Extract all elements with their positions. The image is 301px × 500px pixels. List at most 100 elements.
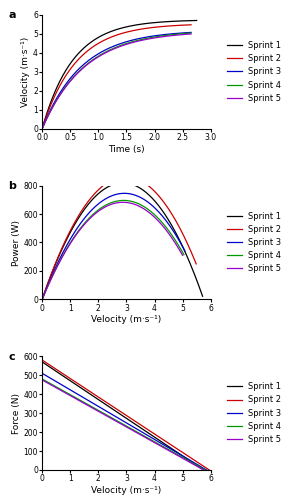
Sprint 1 — [188, 258, 191, 264]
Sprint 3 — [141, 430, 144, 436]
Sprint 3 — [175, 30, 179, 36]
Sprint 5 — [41, 377, 45, 383]
Sprint 5 — [189, 31, 193, 37]
Sprint 4 — [122, 198, 126, 203]
Sprint 5 — [202, 467, 206, 473]
Sprint 5 — [41, 296, 44, 302]
Sprint 4 — [140, 432, 144, 438]
Sprint 4 — [41, 376, 45, 382]
Sprint 3 — [163, 216, 166, 222]
Line: Sprint 4: Sprint 4 — [42, 33, 191, 128]
Sprint 5 — [177, 246, 181, 252]
Sprint 2 — [192, 256, 196, 262]
Sprint 3 — [205, 467, 208, 473]
Sprint 4 — [129, 40, 132, 46]
Sprint 5 — [40, 126, 44, 132]
Sprint 1 — [135, 22, 138, 28]
Line: Sprint 4: Sprint 4 — [42, 379, 205, 470]
Line: Sprint 5: Sprint 5 — [42, 34, 191, 128]
Sprint 4 — [129, 39, 132, 45]
Sprint 4 — [188, 458, 192, 464]
Sprint 1 — [195, 18, 198, 24]
Sprint 5 — [159, 220, 162, 226]
Sprint 2 — [132, 28, 135, 34]
Sprint 3 — [41, 296, 44, 302]
Line: Sprint 3: Sprint 3 — [42, 194, 185, 299]
Sprint 4 — [175, 31, 179, 37]
Sprint 4 — [189, 30, 193, 36]
Sprint 2 — [41, 358, 45, 364]
X-axis label: Velocity (m·s⁻¹): Velocity (m·s⁻¹) — [91, 486, 162, 495]
Sprint 1 — [41, 296, 44, 302]
Sprint 5 — [41, 124, 45, 130]
Sprint 2 — [177, 224, 181, 230]
Sprint 5 — [136, 430, 140, 436]
Sprint 2 — [182, 233, 186, 239]
Sprint 2 — [41, 124, 45, 130]
Line: Sprint 1: Sprint 1 — [42, 362, 204, 470]
Text: b: b — [8, 181, 16, 191]
Sprint 4 — [166, 32, 169, 38]
Sprint 3 — [41, 124, 45, 130]
Sprint 2 — [129, 28, 132, 34]
Sprint 3 — [41, 370, 45, 376]
Sprint 1 — [191, 268, 195, 274]
Line: Sprint 5: Sprint 5 — [42, 202, 183, 299]
Sprint 5 — [167, 232, 171, 237]
Sprint 2 — [194, 260, 198, 266]
Sprint 3 — [166, 31, 169, 37]
Sprint 4 — [137, 430, 141, 436]
Sprint 1 — [132, 22, 135, 28]
Sprint 3 — [168, 222, 171, 228]
Sprint 5 — [166, 33, 169, 39]
Sprint 5 — [136, 430, 140, 436]
Sprint 5 — [129, 40, 132, 46]
Sprint 3 — [180, 242, 184, 248]
Line: Sprint 5: Sprint 5 — [42, 380, 204, 470]
Legend: Sprint 1, Sprint 2, Sprint 3, Sprint 4, Sprint 5: Sprint 1, Sprint 2, Sprint 3, Sprint 4, … — [223, 38, 285, 106]
Text: a: a — [8, 10, 16, 20]
Sprint 1 — [136, 423, 140, 429]
Sprint 5 — [175, 32, 179, 38]
Sprint 3 — [179, 452, 182, 458]
Sprint 1 — [41, 360, 45, 366]
Sprint 1 — [40, 126, 44, 132]
Sprint 2 — [139, 422, 143, 428]
Sprint 2 — [181, 450, 185, 456]
Sprint 4 — [40, 376, 44, 382]
Line: Sprint 2: Sprint 2 — [42, 176, 196, 298]
Y-axis label: Velocity (m·s⁻¹): Velocity (m·s⁻¹) — [21, 37, 30, 107]
Sprint 1 — [201, 293, 204, 299]
Sprint 4 — [169, 230, 172, 236]
Sprint 2 — [129, 28, 132, 34]
Sprint 1 — [139, 425, 143, 431]
Sprint 4 — [203, 467, 207, 473]
Sprint 4 — [41, 296, 44, 302]
Sprint 5 — [121, 200, 125, 205]
Sprint 1 — [187, 258, 191, 264]
Sprint 1 — [201, 294, 204, 300]
Sprint 5 — [180, 252, 184, 258]
Sprint 3 — [171, 228, 175, 234]
Y-axis label: Force (N): Force (N) — [11, 392, 20, 434]
Sprint 2 — [40, 357, 44, 363]
Sprint 1 — [41, 124, 45, 130]
Sprint 2 — [207, 467, 211, 473]
Sprint 2 — [178, 224, 182, 230]
Sprint 1 — [171, 18, 174, 24]
Sprint 1 — [132, 22, 136, 28]
Sprint 5 — [139, 432, 143, 438]
X-axis label: Velocity (m·s⁻¹): Velocity (m·s⁻¹) — [91, 316, 162, 324]
Line: Sprint 3: Sprint 3 — [42, 374, 206, 470]
Sprint 4 — [178, 452, 181, 458]
Sprint 2 — [185, 240, 189, 246]
Sprint 5 — [132, 40, 135, 46]
Legend: Sprint 1, Sprint 2, Sprint 3, Sprint 4, Sprint 5: Sprint 1, Sprint 2, Sprint 3, Sprint 4, … — [223, 208, 285, 276]
Line: Sprint 3: Sprint 3 — [42, 32, 191, 128]
Text: c: c — [8, 352, 15, 362]
Line: Sprint 1: Sprint 1 — [42, 183, 203, 298]
Sprint 3 — [138, 428, 142, 434]
Sprint 3 — [132, 37, 135, 43]
Sprint 3 — [183, 248, 186, 254]
Sprint 1 — [194, 274, 197, 280]
